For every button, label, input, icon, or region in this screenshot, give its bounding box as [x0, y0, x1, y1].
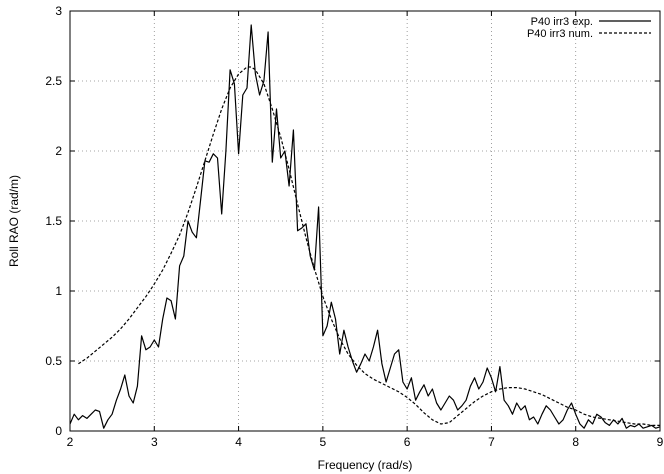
- legend-label: P40 irr3 exp.: [531, 16, 593, 28]
- y-tick-label: 2: [55, 144, 62, 158]
- series-line-exp: [70, 24, 660, 429]
- ticks: 2 3 4 5 6 7 8 9 0 0.5 1 1.5 2 2.5 3: [45, 4, 663, 449]
- series-line-num: [78, 66, 660, 426]
- x-tick-label: 4: [235, 435, 242, 449]
- y-tick-label: 1: [55, 284, 62, 298]
- y-tick-label: 1.5: [45, 214, 62, 228]
- legend: P40 irr3 exp.P40 irr3 num.: [527, 16, 651, 40]
- x-tick-label: 7: [488, 435, 495, 449]
- legend-label: P40 irr3 num.: [527, 28, 593, 40]
- y-tick-label: 3: [55, 4, 62, 18]
- y-tick-label: 2.5: [45, 74, 62, 88]
- x-tick-label: 5: [320, 435, 327, 449]
- series-layer: [70, 24, 660, 429]
- y-tick-label: 0.5: [45, 354, 62, 368]
- x-tick-label: 8: [572, 435, 579, 449]
- x-tick-label: 6: [404, 435, 411, 449]
- x-tick-label: 2: [67, 435, 74, 449]
- x-tick-label: 9: [657, 435, 664, 449]
- y-tick-label: 0: [55, 424, 62, 438]
- x-axis-title: Frequency (rad/s): [318, 458, 413, 472]
- y-axis-title: Roll RAO (rad/m): [7, 175, 21, 267]
- x-tick-label: 3: [151, 435, 158, 449]
- grid: [70, 11, 660, 431]
